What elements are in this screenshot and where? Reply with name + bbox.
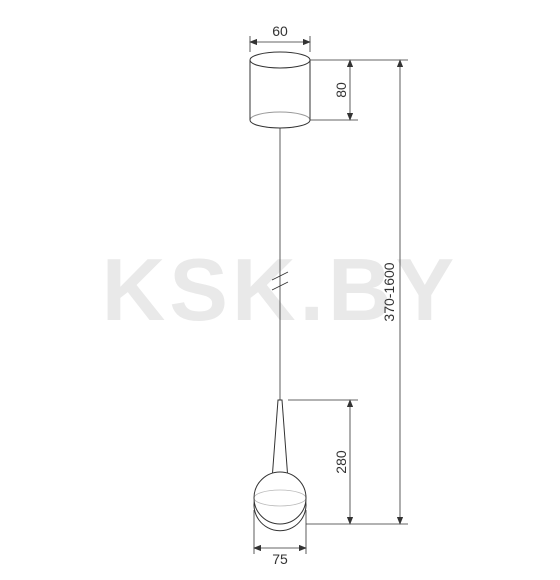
dim-top-width: 60	[250, 23, 310, 52]
pendant-body	[254, 400, 306, 531]
dim-total-height-label: 370-1600	[381, 262, 397, 321]
dim-pendant-height-label: 280	[333, 450, 349, 474]
dim-pendant-height: 280	[333, 400, 350, 524]
dim-total-height: 370-1600	[381, 60, 400, 524]
ceiling-canopy	[250, 52, 310, 128]
dim-top-width-label: 60	[272, 23, 288, 39]
dim-ball-width-label: 75	[272, 551, 288, 567]
dim-cylinder-height: 80	[333, 60, 350, 120]
drawing-canvas: 60 75 80 280 370-1600	[0, 0, 560, 580]
dim-cylinder-height-label: 80	[333, 82, 349, 98]
